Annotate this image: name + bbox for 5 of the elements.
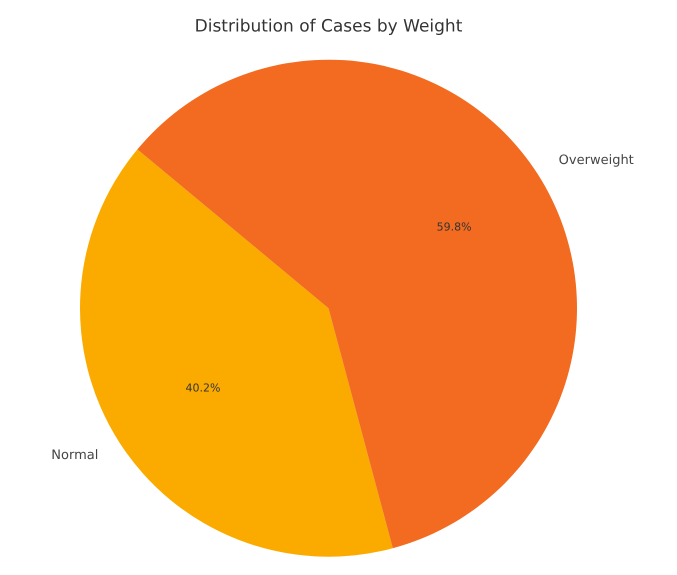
data-label: 59.8% <box>436 220 472 234</box>
data-label: 40.2% <box>185 381 220 394</box>
slice-label: Overweight <box>558 153 634 168</box>
chart-title: Distribution of Cases by Weight <box>194 16 463 37</box>
slice-label: Normal <box>51 448 98 464</box>
